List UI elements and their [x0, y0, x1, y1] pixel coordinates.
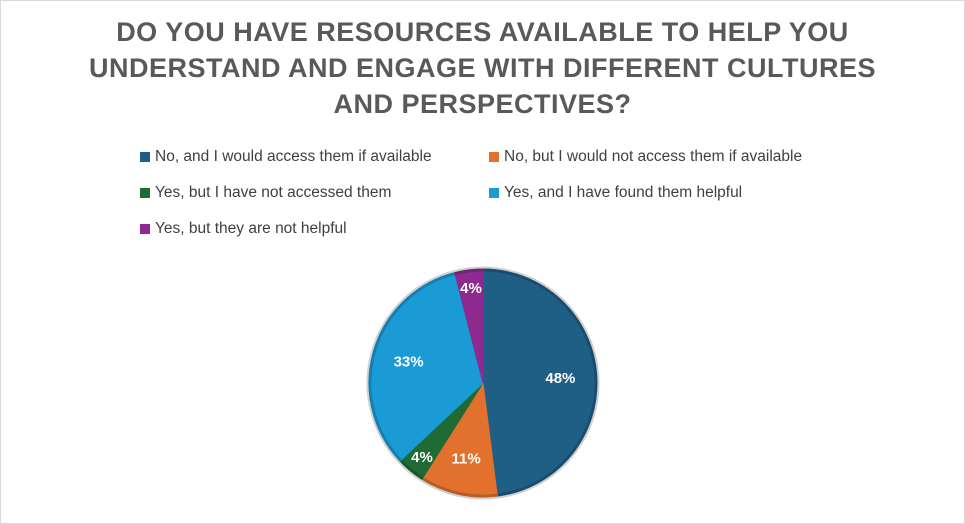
pie-slice — [482, 268, 598, 497]
legend-swatch — [140, 224, 150, 234]
pie-slice — [454, 268, 484, 384]
pie-slice-rim — [366, 270, 456, 463]
pie-slice-label: 11% — [451, 451, 480, 468]
legend-label: No, but I would not access them if avail… — [504, 148, 803, 165]
legend-swatch — [489, 188, 499, 198]
pie-slice — [368, 271, 484, 462]
pie-slice-rim — [454, 266, 484, 276]
chart-title-line-3: AND PERSPECTIVES? — [333, 89, 632, 119]
legend-item-yes-not-accessed: Yes, but I have not accessed them — [140, 184, 391, 202]
pie-slice-label: 48% — [545, 370, 575, 387]
pie-slice-rim — [482, 266, 600, 499]
chart-title-line-2: UNDERSTAND AND ENGAGE WITH DIFFERENT CUL… — [89, 53, 876, 83]
pie-slice-label: 4% — [411, 449, 433, 466]
legend-item-no-would-not-access: No, but I would not access them if avail… — [489, 148, 802, 166]
legend-label: Yes, and I have found them helpful — [504, 184, 743, 201]
chart-title: DO YOU HAVE RESOURCES AVAILABLE TO HELP … — [0, 14, 965, 122]
chart-title-line-1: DO YOU HAVE RESOURCES AVAILABLE TO HELP … — [116, 17, 849, 47]
pie-slice-label: 33% — [394, 353, 424, 370]
legend-swatch — [489, 152, 499, 162]
legend-label: Yes, but they are not helpful — [155, 220, 347, 237]
pie-slice — [421, 381, 498, 498]
legend-swatch — [140, 152, 150, 162]
legend-label: Yes, but I have not accessed them — [155, 184, 392, 201]
pie-slice-rim — [420, 477, 498, 500]
pie-slice-label: 4% — [460, 280, 482, 297]
legend-item-no-would-access: No, and I would access them if available — [140, 148, 432, 166]
legend-label: No, and I would access them if available — [155, 148, 432, 165]
legend-item-yes-not-helpful: Yes, but they are not helpful — [140, 220, 347, 238]
legend-swatch — [140, 188, 150, 198]
legend-item-yes-helpful: Yes, and I have found them helpful — [489, 184, 742, 202]
